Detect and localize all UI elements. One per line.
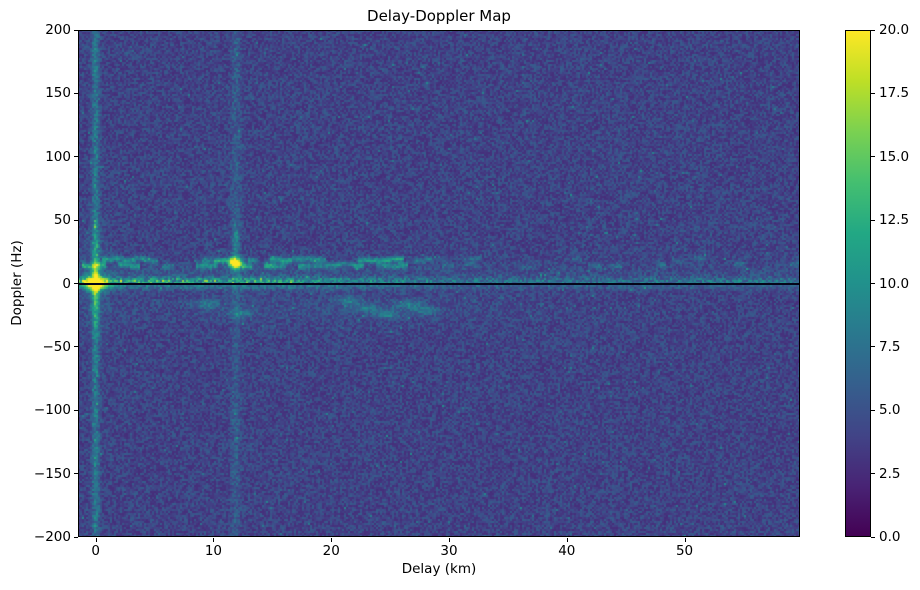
colorbar-tick-label: 0.0 bbox=[879, 529, 901, 545]
colorbar-tick-mark bbox=[871, 409, 875, 411]
y-tick-label: −200 bbox=[33, 529, 71, 545]
colorbar-tick-label: 10.0 bbox=[879, 275, 910, 292]
colorbar-tick-label: 20.0 bbox=[879, 22, 910, 38]
colorbar-tick-mark bbox=[871, 219, 875, 221]
x-tick-mark bbox=[566, 538, 568, 542]
y-tick-mark bbox=[74, 409, 78, 411]
x-tick-mark bbox=[449, 538, 450, 542]
x-tick-label: 50 bbox=[675, 543, 694, 559]
colorbar-tick-mark bbox=[871, 283, 875, 284]
colorbar-tick-mark bbox=[871, 473, 875, 475]
colorbar-tick-label: 12.5 bbox=[879, 212, 910, 229]
colorbar-tick-label: 5.0 bbox=[879, 402, 901, 419]
colorbar-tick-label: 2.5 bbox=[879, 465, 901, 482]
x-tick-label: 10 bbox=[204, 543, 223, 559]
colorbar-tick-mark bbox=[871, 156, 875, 158]
y-tick-mark bbox=[74, 346, 78, 348]
y-tick-label: 0 bbox=[62, 275, 71, 292]
colorbar-gradient bbox=[846, 31, 870, 536]
y-tick-mark bbox=[74, 156, 78, 158]
y-axis-label: Doppler (Hz) bbox=[9, 240, 25, 326]
x-tick-mark bbox=[331, 538, 333, 542]
y-tick-mark bbox=[74, 219, 78, 221]
x-tick-label: 30 bbox=[440, 543, 458, 559]
x-tick-mark bbox=[684, 538, 686, 542]
colorbar-tick-mark bbox=[871, 536, 875, 538]
plot-area bbox=[78, 30, 800, 537]
y-tick-mark bbox=[74, 29, 78, 31]
chart-title: Delay-Doppler Map bbox=[367, 7, 511, 25]
x-tick-label: 40 bbox=[558, 543, 576, 559]
colorbar bbox=[845, 30, 871, 537]
y-tick-label: −150 bbox=[33, 465, 71, 482]
y-tick-label: 50 bbox=[53, 212, 71, 229]
x-tick-label: 0 bbox=[91, 543, 100, 559]
x-axis-label: Delay (km) bbox=[401, 561, 477, 577]
y-tick-mark bbox=[74, 473, 78, 475]
colorbar-tick-label: 17.5 bbox=[879, 85, 910, 102]
colorbar-tick-label: 15.0 bbox=[879, 148, 910, 165]
y-tick-label: 100 bbox=[45, 148, 71, 165]
x-tick-label: 20 bbox=[322, 543, 340, 559]
y-tick-label: 200 bbox=[45, 22, 71, 38]
y-tick-label: −50 bbox=[42, 338, 72, 355]
colorbar-tick-mark bbox=[871, 346, 875, 348]
heatmap-canvas bbox=[78, 30, 800, 537]
x-tick-mark bbox=[213, 538, 215, 542]
y-tick-mark bbox=[74, 536, 78, 538]
y-tick-label: −100 bbox=[33, 402, 71, 419]
y-tick-mark bbox=[74, 283, 78, 284]
y-tick-mark bbox=[74, 92, 78, 94]
colorbar-tick-mark bbox=[871, 92, 875, 94]
y-tick-label: 150 bbox=[45, 85, 71, 102]
colorbar-tick-mark bbox=[871, 29, 875, 31]
colorbar-tick-label: 7.5 bbox=[879, 338, 901, 355]
x-tick-mark bbox=[95, 538, 97, 542]
